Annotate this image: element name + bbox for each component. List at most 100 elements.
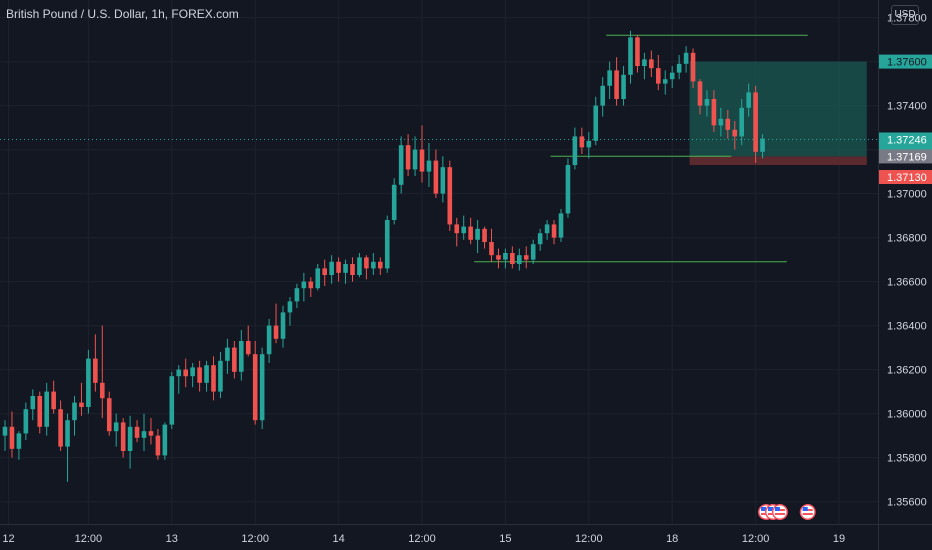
candle-body xyxy=(398,145,404,185)
candle xyxy=(197,360,202,392)
candle xyxy=(190,363,195,388)
candle xyxy=(371,253,376,275)
candle-body xyxy=(725,118,731,130)
candle xyxy=(704,90,710,117)
candle-body xyxy=(503,253,508,260)
candle-body xyxy=(322,268,327,275)
candle-body xyxy=(614,70,619,99)
candle xyxy=(510,246,515,269)
candle xyxy=(58,400,63,451)
candle-body xyxy=(51,391,56,410)
candle-body xyxy=(266,325,272,355)
stop-price-label-bg xyxy=(879,170,932,184)
candle-body xyxy=(433,160,439,194)
candle-body xyxy=(662,79,668,84)
candle xyxy=(106,391,112,436)
candle-body xyxy=(690,52,696,82)
candle xyxy=(711,90,717,132)
candle-body xyxy=(218,360,223,392)
candle xyxy=(405,134,411,176)
candle xyxy=(183,358,188,388)
candle-body xyxy=(600,85,605,106)
candle-body xyxy=(329,261,334,275)
candle xyxy=(628,30,633,84)
candle xyxy=(65,413,70,482)
candle-body xyxy=(252,354,258,421)
candle-body xyxy=(461,226,466,234)
candle-body xyxy=(148,431,154,436)
candle xyxy=(120,418,126,458)
us-flag-icon[interactable] xyxy=(771,504,788,520)
candle xyxy=(551,220,557,245)
entry-price-label: 1.37169 xyxy=(887,151,927,163)
candle-body xyxy=(753,92,758,152)
candle-body xyxy=(141,431,147,438)
candle xyxy=(357,253,362,278)
candle-body xyxy=(572,136,578,165)
candle-body xyxy=(565,165,571,214)
candle-body xyxy=(155,435,161,456)
candle xyxy=(537,228,543,251)
candle-body xyxy=(113,422,119,432)
candle-body xyxy=(732,129,738,137)
candles xyxy=(2,30,765,482)
candle xyxy=(287,297,293,326)
currency-button[interactable]: USD xyxy=(891,5,919,25)
candle xyxy=(718,107,724,137)
candle-body xyxy=(225,347,230,361)
time-tick-label: 14 xyxy=(332,533,344,545)
candle-body xyxy=(656,68,661,84)
candle xyxy=(760,134,765,159)
candle-body xyxy=(301,281,307,289)
candle-body xyxy=(79,402,84,407)
candle xyxy=(2,420,8,451)
candle xyxy=(419,125,425,183)
candle xyxy=(30,389,36,421)
candle-body xyxy=(628,37,633,75)
candle xyxy=(461,215,466,240)
target-price-label: 1.37600 xyxy=(887,57,927,69)
candle xyxy=(148,418,154,445)
candle xyxy=(336,257,341,282)
candle xyxy=(732,121,738,150)
candle xyxy=(454,217,460,247)
event-markers xyxy=(758,504,816,520)
candle xyxy=(391,178,397,225)
stop-zone xyxy=(689,156,867,165)
candle-body xyxy=(86,358,91,407)
candle xyxy=(315,264,321,291)
candle xyxy=(669,66,675,88)
time-tick-label: 12:00 xyxy=(575,533,603,545)
candle-body xyxy=(308,281,314,289)
candle xyxy=(232,341,237,379)
candle-body xyxy=(523,255,529,260)
candle-body xyxy=(2,426,8,436)
candle xyxy=(649,50,654,77)
price-tick-label: 1.36200 xyxy=(887,365,927,377)
candle xyxy=(86,349,91,414)
candle xyxy=(544,220,550,240)
candle-body xyxy=(607,70,612,86)
time-tick-label: 13 xyxy=(166,533,178,545)
candle-body xyxy=(489,242,494,256)
us-flag-icon[interactable] xyxy=(799,504,816,520)
candle xyxy=(350,257,355,282)
candle xyxy=(676,55,682,80)
candle-body xyxy=(440,167,446,194)
candle-body xyxy=(426,160,432,172)
candle-body xyxy=(315,268,321,289)
candle-body xyxy=(746,92,751,108)
candle-body xyxy=(711,99,717,126)
stop-price-label: 1.37130 xyxy=(887,172,927,184)
candle xyxy=(266,319,272,363)
candle-body xyxy=(454,224,460,234)
candle xyxy=(169,371,175,429)
current-price-label: 1.37246 xyxy=(887,134,927,146)
candle xyxy=(378,257,383,275)
symbol-title: British Pound / U.S. Dollar, 1h, FOREX.c… xyxy=(6,7,239,21)
candle xyxy=(440,156,446,203)
candle-body xyxy=(537,233,543,245)
candle xyxy=(79,382,84,416)
price-tick-label: 1.37800 xyxy=(887,13,927,25)
